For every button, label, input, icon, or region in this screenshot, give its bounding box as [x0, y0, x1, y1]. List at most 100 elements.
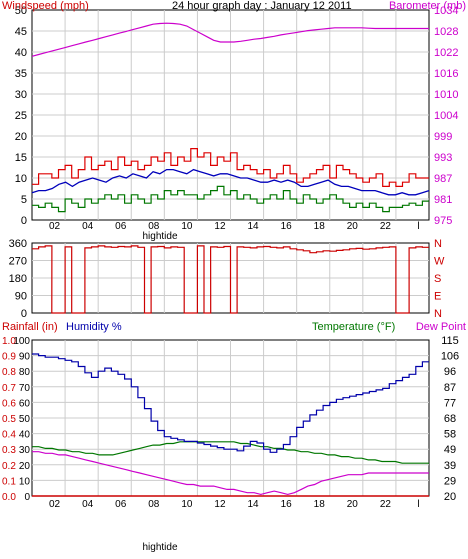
humidity-tick-label: 100 — [13, 336, 30, 347]
temperature-tick-label: 49 — [444, 444, 456, 456]
barometer-y-ticks: 975 981 987 993 999 1004 1010 1016 1022 1028 1034 — [434, 5, 458, 227]
x-tick-label: 12 — [214, 221, 226, 232]
x-tick-label: 02 — [49, 499, 61, 510]
windspeed-tick-label: 30 — [15, 89, 27, 101]
dewpoint-line — [32, 451, 429, 496]
hightide-label: hightide — [142, 231, 177, 242]
direction-y-ticks: 360 270 180 90 0 — [9, 238, 27, 320]
humidity-tick-label: 20 — [19, 461, 31, 472]
humidity-tick-label: 50 — [19, 414, 31, 425]
humidity-axis-label: Humidity % — [66, 321, 122, 333]
compass-tick-label: W — [434, 256, 445, 268]
temperature-tick-label: 77 — [444, 397, 456, 409]
humidity-tick-label: 40 — [19, 430, 31, 441]
temperature-tick-label: 87 — [444, 382, 456, 394]
x-tick-label: 16 — [281, 499, 293, 510]
x-tick-label: 16 — [281, 221, 293, 232]
temperature-axis-label: Temperature (°F) — [312, 321, 395, 333]
temperature-tick-label: 29 — [444, 475, 456, 487]
compass-tick-label: E — [434, 291, 441, 303]
temperature-tick-label: 106 — [441, 351, 459, 363]
direction-series — [32, 245, 429, 314]
rain-tick-label: 1.0 — [2, 336, 16, 347]
windspeed-axis-label: Windspeed (mph) — [2, 0, 89, 12]
humidity-temperature-panel: 0.0 0.1 0.2 0.3 0.4 0.5 0.6 0.7 0.8 0.9 1.0 0 10 20 30… — [2, 321, 466, 553]
compass-tick-label: S — [434, 273, 441, 285]
barometer-tick-label: 987 — [434, 173, 452, 185]
humidity-x-ticks: 02 04 06 08 10 12 14 16 18 20 22 l — [49, 499, 420, 510]
temperature-line — [32, 441, 429, 464]
windspeed-tick-label: 50 — [15, 5, 27, 17]
wind-low-line — [32, 185, 429, 213]
rain-tick-label: 0.4 — [2, 430, 16, 441]
windspeed-tick-label: 10 — [15, 173, 27, 185]
x-tick-label: l — [417, 221, 419, 232]
x-tick-label: 04 — [82, 499, 94, 510]
x-tick-label: 22 — [380, 221, 392, 232]
x-tick-label: 08 — [148, 499, 160, 510]
temperature-y-ticks: 20 29 39 49 58 68 77 87 96 106 115 — [441, 335, 459, 503]
rain-tick-label: 0.7 — [2, 383, 16, 394]
barometer-tick-label: 1004 — [434, 110, 458, 122]
barometer-tick-label: 975 — [434, 215, 452, 227]
x-tick-label: 02 — [49, 221, 61, 232]
windspeed-tick-label: 45 — [15, 26, 27, 38]
dewpoint-axis-label: Dew Point — [416, 321, 466, 333]
humidity-tick-label: 80 — [19, 367, 31, 378]
x-tick-label: 08 — [148, 221, 160, 232]
humidity-tick-label: 30 — [19, 445, 31, 456]
barometer-tick-label: 1028 — [434, 26, 458, 38]
x-tick-label: 10 — [181, 221, 193, 232]
rain-tick-label: 0.2 — [2, 461, 16, 472]
windspeed-tick-label: 20 — [15, 131, 27, 143]
x-tick-label: 14 — [247, 221, 259, 232]
temperature-tick-label: 20 — [444, 491, 456, 503]
windspeed-tick-label: 0 — [21, 215, 27, 227]
x-tick-label: 18 — [314, 221, 326, 232]
windspeed-tick-label: 25 — [15, 110, 27, 122]
humidity-line — [32, 353, 429, 453]
rain-tick-label: 0.0 — [2, 492, 16, 503]
x-tick-label: 20 — [347, 499, 359, 510]
chart-title: 24 hour graph day : January 12 2011 — [172, 0, 352, 12]
direction-tick-label: 360 — [9, 238, 27, 250]
barometer-axis-label: Barometer (mb) — [389, 0, 466, 12]
wind-average-line — [31, 168, 430, 196]
wind-x-ticks: 02 04 06 08 10 12 14 16 18 20 22 l — [49, 221, 420, 232]
temperature-tick-label: 39 — [444, 460, 456, 472]
windspeed-tick-label: 15 — [15, 152, 27, 164]
direction-tick-label: 180 — [9, 273, 27, 285]
x-tick-label: 04 — [82, 221, 94, 232]
humidity-tick-label: 10 — [19, 476, 31, 487]
hightide-label-2: hightide — [142, 542, 177, 553]
x-tick-label: 06 — [115, 221, 127, 232]
barometer-tick-label: 1010 — [434, 89, 458, 101]
x-tick-label: 12 — [214, 499, 226, 510]
humidity-tick-label: 60 — [19, 398, 31, 409]
temperature-tick-label: 115 — [441, 335, 459, 347]
x-tick-label: 06 — [115, 499, 127, 510]
direction-tick-label: 0 — [21, 308, 27, 320]
humidity-tick-label: 0 — [24, 492, 30, 503]
rain-humidity-y-ticks: 0.0 0.1 0.2 0.3 0.4 0.5 0.6 0.7 0.8 0.9 1.0 0 10 20 30… — [2, 336, 30, 503]
barometer-tick-label: 993 — [434, 152, 452, 164]
windspeed-tick-label: 40 — [15, 47, 27, 59]
rain-tick-label: 0.5 — [2, 414, 16, 425]
rain-tick-label: 0.8 — [2, 367, 16, 378]
direction-tick-label: 90 — [15, 291, 27, 303]
wind-gust-line — [32, 148, 429, 187]
x-tick-label: 14 — [247, 499, 259, 510]
rain-tick-label: 0.6 — [2, 398, 16, 409]
wind-series — [31, 22, 430, 213]
humidity-tick-label: 90 — [19, 352, 31, 363]
barometer-line — [31, 22, 429, 57]
rain-tick-label: 0.9 — [2, 352, 16, 363]
x-tick-label: 18 — [314, 499, 326, 510]
barometer-tick-label: 999 — [434, 131, 452, 143]
barometer-tick-label: 1034 — [434, 5, 458, 17]
windspeed-tick-label: 5 — [21, 194, 27, 206]
